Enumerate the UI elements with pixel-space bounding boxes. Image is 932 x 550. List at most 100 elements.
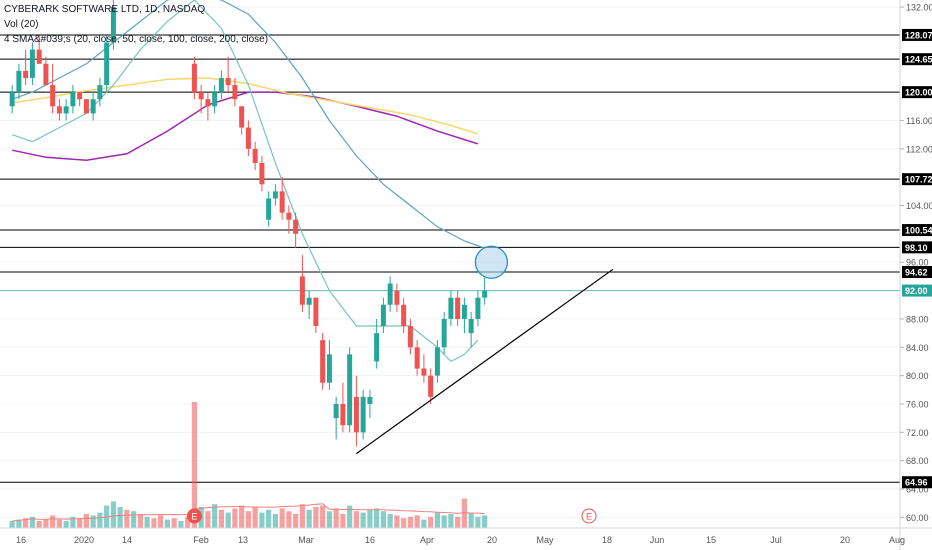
volume-bar	[347, 505, 353, 528]
time-tick-label: 16	[365, 535, 375, 545]
candle-body	[340, 403, 346, 426]
volume-bar	[272, 514, 278, 528]
sma-legend[interactable]: 4 SMA&#039;s (20, close, 50, close, 100,…	[4, 34, 269, 45]
volume-bar	[205, 511, 211, 528]
volume-bar	[394, 515, 400, 528]
price-tick-label: 88.00	[906, 314, 929, 324]
volume-bar	[475, 516, 481, 528]
price-tick-label: 60.00	[906, 513, 929, 523]
volume-bar	[144, 516, 150, 528]
volume-bar	[29, 516, 35, 528]
price-label: 92.00	[905, 286, 928, 296]
volume-bar	[482, 515, 488, 528]
candle-body	[401, 304, 407, 327]
candle-body	[414, 347, 420, 369]
candle-body	[407, 326, 413, 348]
volume-bar	[279, 508, 285, 528]
volume-bar	[299, 504, 305, 528]
time-tick-label: 2020	[74, 535, 94, 545]
candle-body	[326, 354, 332, 383]
candle-body	[475, 297, 481, 319]
candle-body	[482, 290, 488, 298]
price-label: 98.10	[905, 243, 928, 253]
volume-bar	[191, 402, 197, 528]
price-axis[interactable]: 132.00 116.00 112.00 104.00 96.00 88.00 84.00 8…	[899, 0, 932, 550]
earnings-label: E	[191, 512, 197, 522]
candle-body	[70, 92, 76, 107]
volume-bar	[158, 515, 164, 528]
candle-body	[428, 375, 434, 397]
price-tick-label: 132.00	[906, 3, 932, 13]
volume-bar	[333, 508, 339, 528]
volume-bar	[131, 511, 137, 528]
volume-bar	[407, 516, 413, 528]
candle-body	[441, 318, 447, 348]
candle-body	[29, 49, 35, 78]
candle-body	[36, 49, 42, 64]
volume-bar	[90, 515, 96, 528]
volume-ma-line	[12, 503, 485, 522]
volume-bar	[178, 521, 184, 528]
volume-bar	[43, 519, 49, 528]
volume-bar	[286, 511, 292, 528]
candle-body	[225, 77, 231, 86]
volume-bar	[360, 512, 366, 528]
volume-legend[interactable]: Vol (20)	[4, 19, 39, 30]
price-tick-label: 64.00	[906, 485, 929, 495]
time-axis[interactable]: 16 2020 14 Feb 13 Mar 16 Apr 20 May 18 Jun 15 Jul 20 Au…	[0, 527, 932, 545]
highlight-circle	[474, 245, 509, 279]
time-tick-label: 13	[238, 535, 248, 545]
price-label-box	[902, 86, 932, 99]
volume-bar	[441, 515, 447, 528]
volume-bar	[293, 514, 299, 528]
volume-bar	[461, 498, 467, 528]
candle-body	[50, 85, 56, 107]
volume-bar	[353, 511, 359, 528]
volume-bar	[340, 514, 346, 528]
price-tick-label: 72.00	[906, 428, 929, 438]
price-label-box	[902, 266, 932, 279]
time-tick-label: May	[536, 535, 554, 545]
volume-bar	[434, 512, 440, 528]
time-tick-label: Jul	[770, 535, 782, 545]
price-tick-label: 84.00	[906, 343, 929, 353]
price-label-box	[902, 241, 932, 254]
volume-bar	[320, 505, 326, 528]
candle-body	[421, 368, 427, 376]
candle-body	[83, 99, 89, 114]
volume-bar	[266, 509, 272, 528]
volume-bar	[77, 518, 83, 528]
candle-body	[104, 42, 110, 86]
volume-bar	[124, 509, 130, 528]
price-label-box	[902, 173, 932, 186]
candle-body	[455, 297, 461, 319]
time-tick-label: 20	[840, 535, 850, 545]
candle-body	[191, 63, 197, 93]
volume-bar	[9, 521, 15, 528]
price-tick-label: 96.00	[906, 258, 929, 268]
candle-body	[90, 99, 96, 114]
price-tick-label: 112.00	[906, 144, 932, 154]
volume-bar	[218, 509, 224, 528]
volume-bar	[380, 511, 386, 528]
candle-body	[239, 106, 245, 128]
candle-body	[23, 70, 29, 78]
volume-bar	[97, 512, 103, 528]
candle-body	[306, 297, 312, 305]
trend-line	[356, 268, 614, 455]
candle-body	[9, 92, 15, 107]
price-label-box	[902, 476, 932, 489]
candle-body	[380, 304, 386, 327]
horizontal-levels	[0, 34, 900, 483]
time-tick-label: Feb	[193, 535, 209, 545]
volume-bar	[455, 516, 461, 528]
price-label-box	[902, 28, 932, 41]
volume-bar	[367, 509, 373, 528]
volume-bar	[56, 519, 62, 528]
price-label: 100.54	[905, 226, 932, 236]
volume-bar	[110, 501, 116, 528]
symbol-title[interactable]: CYBERARK SOFTWARE LTD, 1D, NASDAQ	[4, 4, 206, 15]
candle-body	[245, 127, 251, 149]
